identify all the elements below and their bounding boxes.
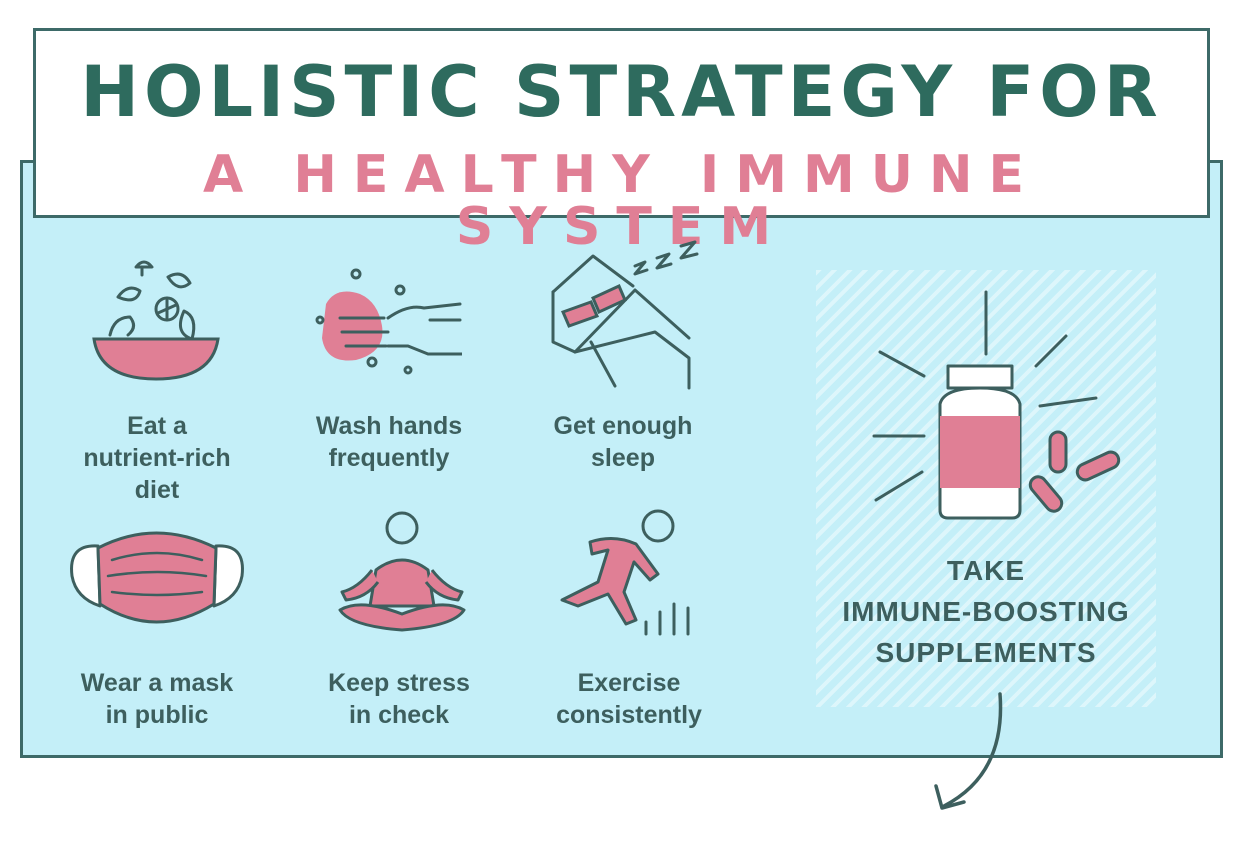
- running-person-icon: [560, 509, 690, 636]
- bed-sleep-icon: [551, 240, 699, 390]
- curved-arrow-icon: [934, 692, 1003, 810]
- tip-label-exercise: Exercise consistently: [556, 669, 702, 729]
- tip-label-sleep: Get enough sleep: [553, 412, 693, 472]
- meditation-icon: [338, 511, 466, 632]
- supplements-label: TAKE IMMUNE-BOOSTING SUPPLEMENTS: [842, 555, 1130, 668]
- tip-label-mask: Wear a mask in public: [80, 669, 234, 729]
- face-mask-icon: [70, 531, 244, 624]
- page-title: HOLISTIC STRATEGY FOR: [80, 51, 1163, 133]
- title-banner: HOLISTIC STRATEGY FOR A HEALTHY IMMUNE S…: [33, 28, 1210, 253]
- tip-label-wash: Wash hands frequently: [315, 412, 463, 472]
- tip-label-stress: Keep stress in check: [328, 669, 470, 729]
- tip-label-diet: Eat a nutrient-rich diet: [83, 412, 231, 504]
- salad-bowl-icon: [92, 260, 220, 381]
- page-subtitle: A HEALTHY IMMUNE SYSTEM: [202, 145, 1040, 257]
- supplement-bottle-icon: [872, 290, 1121, 520]
- washing-hands-icon: [315, 268, 462, 375]
